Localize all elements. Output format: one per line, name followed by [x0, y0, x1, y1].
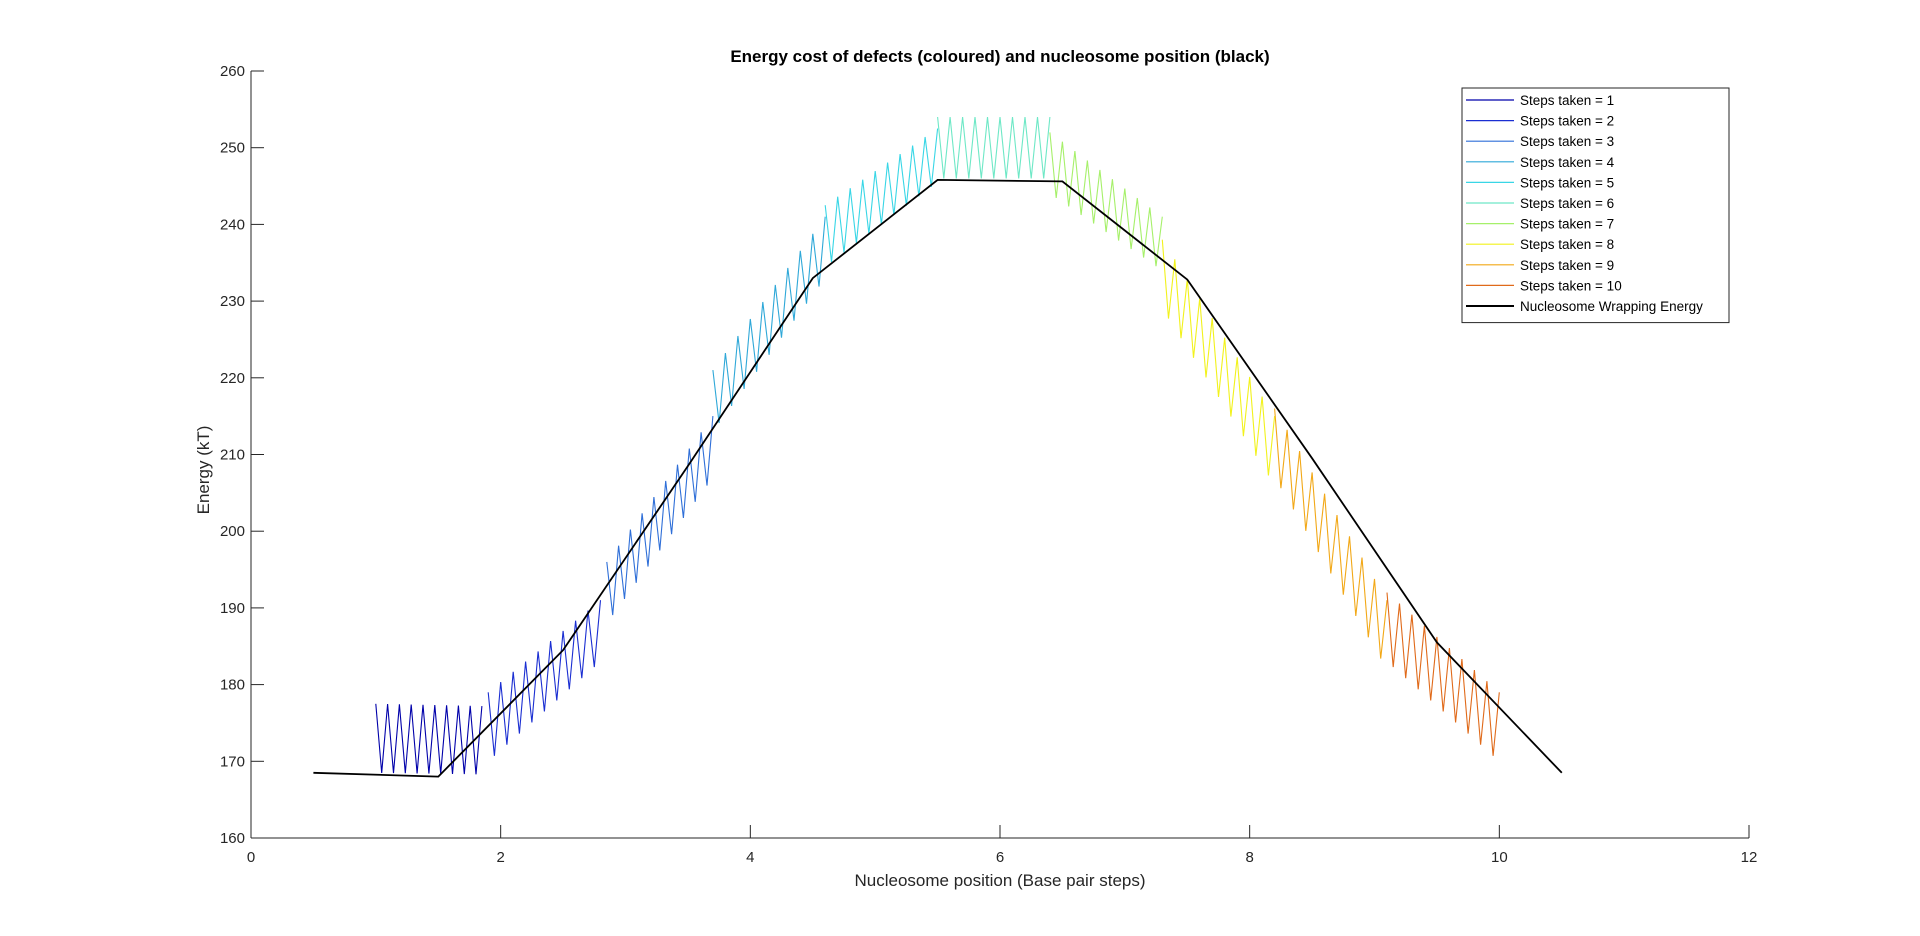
- legend-label: Steps taken = 10: [1520, 278, 1622, 293]
- x-tick-label: 10: [1491, 849, 1508, 866]
- y-tick-label: 160: [220, 830, 245, 847]
- x-tick-label: 12: [1741, 849, 1758, 866]
- legend-label: Steps taken = 2: [1520, 114, 1614, 129]
- series-line-steps-6: [937, 116, 1051, 179]
- chart-title: Energy cost of defects (coloured) and nu…: [730, 47, 1269, 66]
- series-line-steps-2: [487, 600, 602, 756]
- y-tick-label: 220: [220, 370, 245, 387]
- series-line-steps-9: [1274, 408, 1388, 659]
- y-tick-label: 170: [220, 753, 245, 770]
- legend-label: Steps taken = 4: [1520, 155, 1615, 170]
- axes: 0 2 4 6 8 10 12 160 170 180 190 200 210 220 230 240 250 2…: [220, 63, 1757, 866]
- x-axis-label: Nucleosome position (Base pair steps): [854, 871, 1145, 890]
- legend-box: [1461, 87, 1730, 324]
- x-tick-label: 2: [496, 849, 504, 866]
- x-tick-label: 4: [746, 849, 754, 866]
- series-line-steps-1: [375, 703, 483, 775]
- legend-label: Steps taken = 9: [1520, 258, 1614, 273]
- x-tick-label: 0: [247, 849, 255, 866]
- x-tick-label: 8: [1245, 849, 1253, 866]
- legend-label: Nucleosome Wrapping Energy: [1520, 299, 1703, 314]
- y-tick-label: 190: [220, 600, 245, 617]
- y-axis-label: Energy (kT): [194, 426, 213, 515]
- legend-label: Steps taken = 6: [1520, 196, 1614, 211]
- x-tick-label: 6: [996, 849, 1004, 866]
- series-line-steps-4: [712, 216, 826, 424]
- legend-label: Steps taken = 8: [1520, 237, 1614, 252]
- y-tick-label: 230: [220, 293, 245, 310]
- y-tick-label: 260: [220, 63, 245, 80]
- y-tick-label: 200: [220, 523, 245, 540]
- legend-label: Steps taken = 3: [1520, 134, 1614, 149]
- series-line-steps-8: [1161, 239, 1276, 476]
- legend-label: Steps taken = 7: [1520, 217, 1614, 232]
- legend-label: Steps taken = 5: [1520, 175, 1614, 190]
- series-line-steps-10: [1386, 592, 1500, 756]
- legend-label: Steps taken = 1: [1520, 93, 1614, 108]
- y-tick-label: 210: [220, 447, 245, 464]
- y-tick-label: 250: [220, 140, 245, 157]
- series-line-steps-7: [1049, 132, 1163, 267]
- series-line-nucleosome-wrapping-energy: [313, 178, 1563, 778]
- y-tick-label: 180: [220, 677, 245, 694]
- legend: Steps taken = 1 Steps taken = 2 Steps take…: [1461, 87, 1730, 324]
- series-line-steps-3: [606, 416, 714, 616]
- plot-area: [313, 116, 1563, 778]
- y-tick-label: 240: [220, 216, 245, 233]
